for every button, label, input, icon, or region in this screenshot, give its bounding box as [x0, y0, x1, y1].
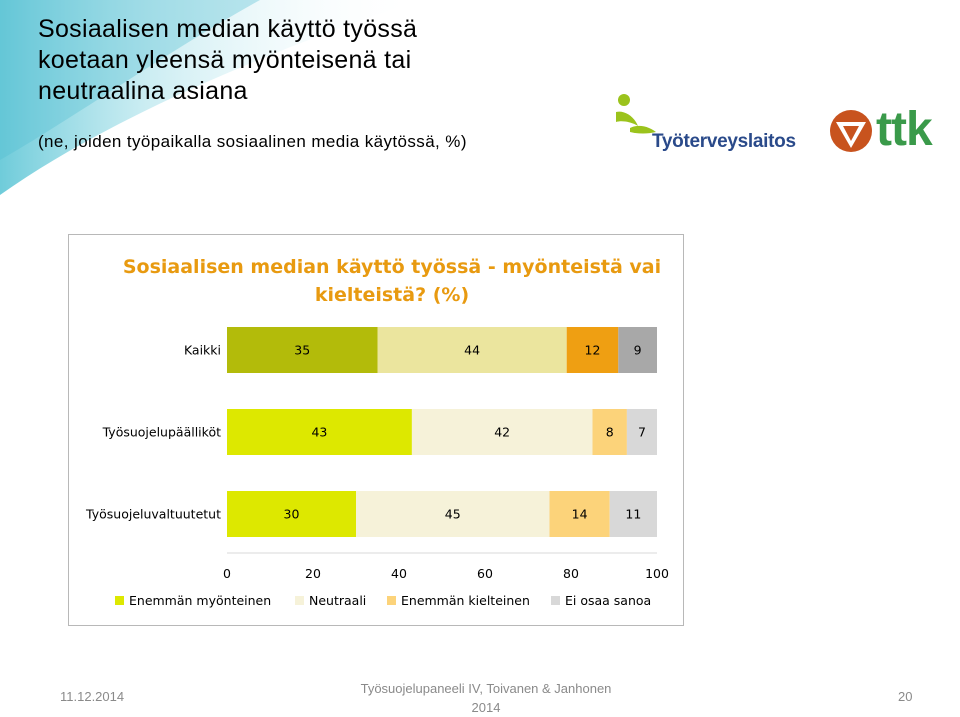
- x-tick-label-4: 60: [477, 566, 493, 581]
- bar-segment-2-4: [626, 409, 657, 455]
- legend-label-4: Ei osaa sanoa: [565, 593, 651, 608]
- bar-segment-1-4: [618, 327, 657, 373]
- footer-source-line-1: Työsuojelupaneeli IV, Toivanen & Janhone…: [360, 681, 612, 696]
- header-swoosh: [0, 0, 420, 195]
- bar-segment-3-1: [227, 491, 356, 537]
- x-tick-label-1: 0: [223, 566, 231, 581]
- data-label-3-2: 45: [445, 507, 461, 522]
- legend-swatch-2: [295, 596, 304, 605]
- slide-title-line-3: neutraalina asiana: [38, 77, 248, 105]
- bar-segment-3-4: [609, 491, 657, 537]
- legend-label-1: Enemmän myönteinen: [129, 593, 271, 608]
- data-label-1-3: 12: [585, 343, 601, 358]
- legend-swatch-4: [551, 596, 560, 605]
- slide-title: Sosiaalisen median käyttö työssä koetaan…: [38, 14, 417, 107]
- data-label-1-1: 35: [294, 343, 310, 358]
- footer-page-number: 20: [898, 689, 913, 704]
- data-label-3-3: 14: [572, 507, 588, 522]
- chart-title-line-1: Sosiaalisen median käyttö työssä - myönt…: [123, 256, 661, 278]
- legend-swatch-1: [115, 596, 124, 605]
- data-label-1-2: 44: [464, 343, 480, 358]
- bar-segment-1-1: [227, 327, 378, 373]
- data-label-3-4: 11: [625, 507, 641, 522]
- bar-segment-2-2: [411, 409, 593, 455]
- bar-segment-1-2: [377, 327, 567, 373]
- slide-subtitle: (ne, joiden työpaikalla sosiaalinen medi…: [38, 132, 467, 151]
- tyoterveyslaitos-logo-icon: [616, 94, 656, 134]
- bar-segment-3-2: [356, 491, 550, 537]
- x-tick-label-3: 40: [391, 566, 407, 581]
- data-label-2-2: 42: [494, 425, 510, 440]
- footer-source-line-2: 2014: [471, 700, 501, 715]
- category-label-1: Kaikki: [184, 343, 221, 358]
- bar-segment-2-3: [592, 409, 627, 455]
- footer-date: 11.12.2014: [60, 689, 125, 704]
- legend-label-3: Enemmän kielteinen: [401, 593, 530, 608]
- x-tick-label-5: 80: [563, 566, 579, 581]
- slide-title-line-1: Sosiaalisen median käyttö työssä: [38, 15, 418, 43]
- bar-segment-2-1: [227, 409, 412, 455]
- chart-title-line-2: kielteistä? (%): [315, 284, 469, 306]
- data-label-2-3: 8: [606, 425, 614, 440]
- legend-swatch-3: [387, 596, 396, 605]
- category-label-2: Työsuojelupäälliköt: [102, 425, 221, 440]
- bar-segment-3-3: [549, 491, 610, 537]
- data-label-1-4: 9: [634, 343, 642, 358]
- data-label-2-1: 43: [311, 425, 327, 440]
- ttk-logo-text: ttk: [876, 103, 933, 156]
- tyoterveyslaitos-logo-text: Työterveyslaitos: [652, 131, 796, 152]
- data-label-3-1: 30: [284, 507, 300, 522]
- x-tick-label-2: 20: [305, 566, 321, 581]
- chart-frame: Sosiaalisen median käyttö työssä - myönt…: [68, 234, 684, 626]
- ttk-logo-icon: [830, 110, 872, 152]
- data-label-2-4: 7: [638, 425, 646, 440]
- x-tick-label-6: 100: [645, 566, 669, 581]
- category-label-3: Työsuojeluvaltuutetut: [85, 507, 221, 522]
- bar-segment-1-3: [566, 327, 619, 373]
- slide-title-line-2: koetaan yleensä myönteisenä tai: [38, 46, 412, 74]
- legend-label-2: Neutraali: [309, 593, 366, 608]
- footer-source: Työsuojelupaneeli IV, Toivanen & Janhone…: [330, 679, 642, 717]
- stacked-bar-chart: Sosiaalisen median käyttö työssä - myönt…: [85, 256, 669, 608]
